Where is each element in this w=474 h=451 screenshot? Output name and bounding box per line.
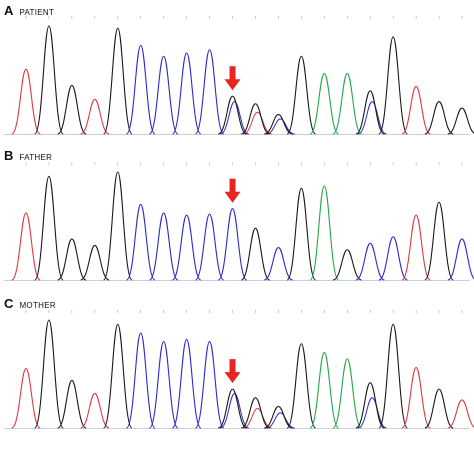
peak [218,95,248,135]
patient-chromatogram [4,16,474,135]
peak [286,55,317,135]
peak [447,238,474,281]
peak [217,208,248,281]
panel-label: A PATIENT [4,3,54,18]
peak [401,85,431,135]
peak [34,319,64,429]
panel-letter: A [4,3,14,18]
patient-panel: A PATIENT [0,0,474,146]
peak [401,214,431,281]
peak [240,227,271,281]
secondary-peak [243,111,272,135]
peak [424,388,454,429]
peak [286,187,317,281]
panel-name: PATIENT [19,8,55,17]
peak [57,238,87,281]
peak [332,358,363,429]
peak [11,68,41,135]
peak [309,72,340,135]
father-panel: B FATHER [0,146,474,292]
peak [309,351,340,429]
peak [171,52,202,135]
peak [241,397,270,429]
panel-letter: B [4,148,14,163]
peak [378,36,408,135]
peak [103,27,133,135]
peak [80,98,110,135]
father-chromatogram [4,162,474,281]
peak [241,103,270,135]
peak [286,343,317,429]
peak [11,212,41,281]
secondary-peak [243,408,272,429]
peak [355,382,385,429]
peak [57,379,87,429]
peak [309,185,340,281]
peak [194,213,225,281]
peak [57,84,87,135]
peak [148,55,179,135]
peak [355,242,385,281]
peak [332,72,363,135]
peak [80,244,110,281]
secondary-peak [220,101,249,135]
panel-name: MOTHER [19,301,56,310]
peak [80,392,110,429]
peak [125,332,156,429]
variant-arrow [224,178,241,203]
peak [148,341,179,429]
variant-arrow [224,66,241,91]
peak [447,107,474,135]
peak [378,323,408,429]
peak [171,338,202,429]
peak [447,399,474,429]
peak [11,368,41,429]
peak [332,249,362,281]
panel-name: FATHER [19,153,53,162]
secondary-peak [357,397,387,429]
peak [194,49,225,135]
secondary-peak [357,101,387,135]
peak [34,175,64,281]
peak [264,114,293,135]
peak [125,44,156,135]
peak [171,214,202,281]
peak [355,90,385,135]
variant-arrow [224,359,241,384]
peak [263,247,293,281]
panel-label: C MOTHER [4,296,56,311]
peak [148,212,179,281]
peak [218,388,248,429]
panel-letter: C [4,296,14,311]
peak [424,201,454,281]
mother-panel: C MOTHER [0,294,474,441]
peak [264,405,293,429]
peak [103,171,133,281]
peak [378,236,408,281]
peak [34,25,64,135]
peak [424,101,454,135]
secondary-peak [220,392,249,429]
panel-label: B FATHER [4,148,52,163]
peak [125,203,156,281]
mother-chromatogram [4,310,474,429]
peak [401,366,431,429]
peak [194,341,225,429]
peak [103,323,133,429]
